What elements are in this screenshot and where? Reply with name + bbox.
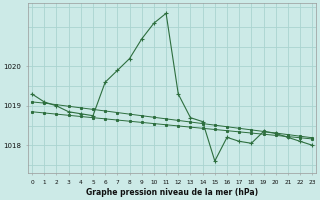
X-axis label: Graphe pression niveau de la mer (hPa): Graphe pression niveau de la mer (hPa)	[86, 188, 258, 197]
